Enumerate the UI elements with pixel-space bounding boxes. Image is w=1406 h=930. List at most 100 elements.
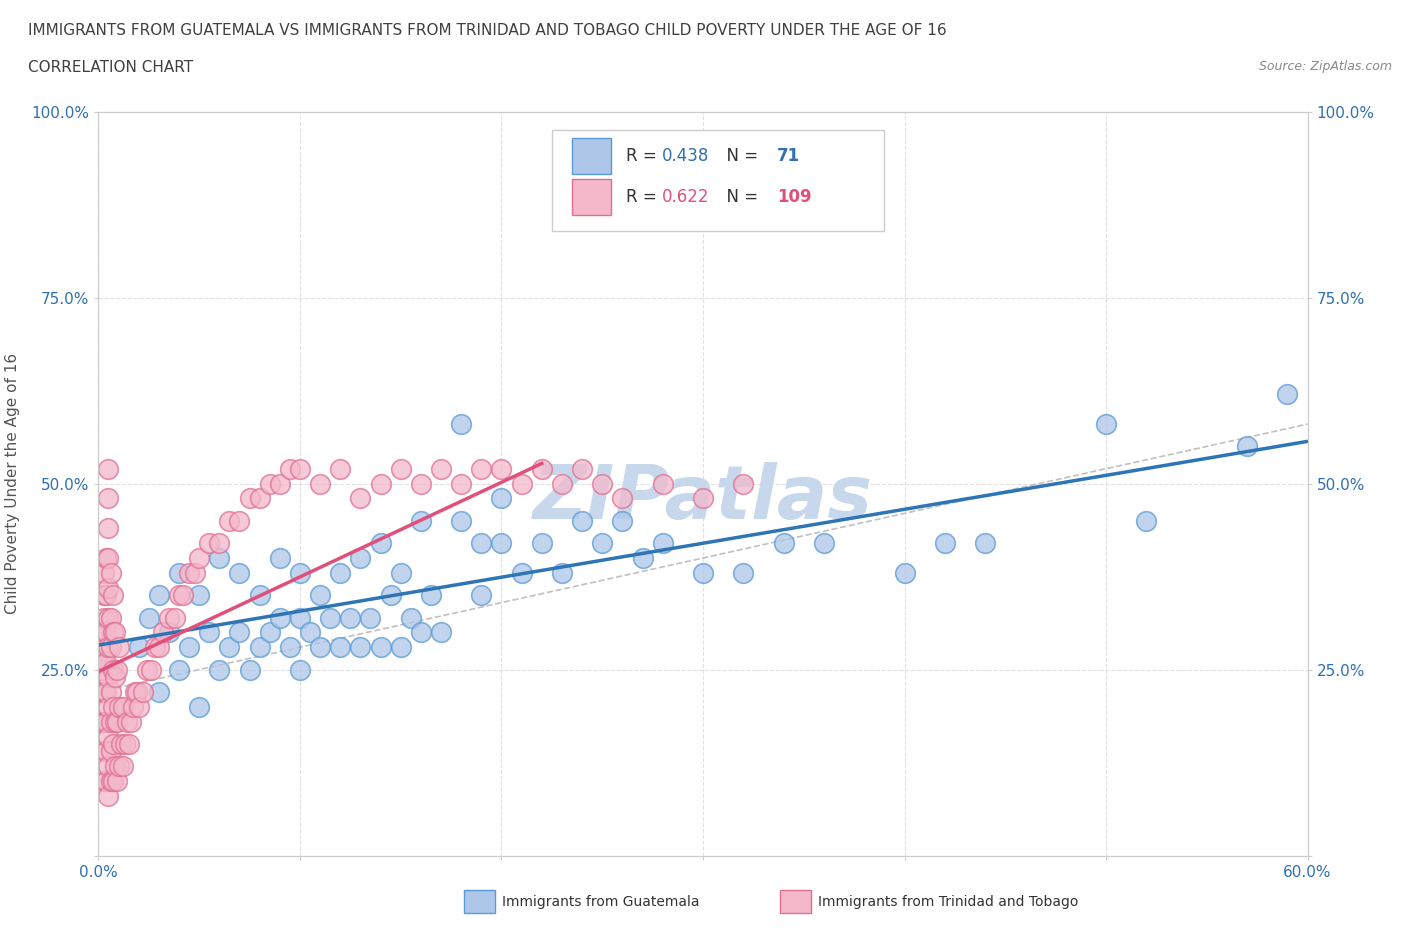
Point: [309, 588, 332, 603]
Point: [239, 491, 262, 506]
Point: [249, 491, 271, 506]
Point: [107, 699, 129, 714]
Point: [349, 491, 371, 506]
Point: [1277, 387, 1299, 402]
Point: [152, 625, 174, 640]
Point: [93, 684, 115, 699]
Point: [733, 476, 755, 491]
Point: [97, 729, 120, 744]
Point: [319, 610, 342, 625]
Point: [163, 610, 186, 625]
Point: [228, 625, 250, 640]
Point: [103, 714, 125, 729]
Point: [651, 476, 673, 491]
Point: [188, 699, 211, 714]
Point: [100, 714, 122, 729]
Point: [733, 565, 755, 580]
Point: [110, 737, 132, 751]
Point: [128, 699, 150, 714]
Point: [612, 513, 634, 528]
Point: [97, 551, 120, 565]
Point: [97, 461, 120, 476]
Point: [470, 588, 492, 603]
Point: [591, 536, 613, 551]
Point: [309, 640, 332, 655]
Point: [101, 625, 124, 640]
Point: [470, 536, 492, 551]
Point: [128, 640, 150, 655]
Point: [551, 476, 574, 491]
Point: [329, 640, 352, 655]
FancyBboxPatch shape: [551, 130, 884, 231]
Point: [612, 491, 634, 506]
Point: [329, 565, 352, 580]
Point: [138, 610, 160, 625]
Point: [120, 714, 142, 729]
Point: [228, 513, 250, 528]
Point: [96, 774, 118, 789]
Point: [105, 714, 128, 729]
Point: [651, 536, 673, 551]
Point: [91, 714, 114, 729]
Point: [259, 625, 281, 640]
Point: [107, 759, 129, 774]
Point: [389, 461, 412, 476]
Point: [148, 588, 170, 603]
Point: [893, 565, 915, 580]
Point: [269, 476, 291, 491]
Point: [100, 610, 122, 625]
Text: 0.438: 0.438: [662, 147, 709, 165]
Point: [93, 625, 115, 640]
Point: [100, 565, 122, 580]
Point: [530, 536, 553, 551]
Point: [111, 699, 134, 714]
Text: 0.622: 0.622: [662, 188, 710, 206]
Point: [93, 774, 115, 789]
Point: [139, 662, 162, 677]
Point: [121, 699, 143, 714]
Point: [124, 684, 146, 699]
Point: [370, 640, 392, 655]
Point: [934, 536, 956, 551]
Point: [772, 536, 794, 551]
Point: [249, 588, 271, 603]
Point: [288, 662, 311, 677]
Text: N =: N =: [716, 188, 763, 206]
Point: [571, 461, 593, 476]
Point: [101, 699, 124, 714]
Point: [100, 744, 122, 759]
Point: [103, 670, 125, 684]
Point: [278, 461, 301, 476]
Point: [288, 461, 311, 476]
Point: [399, 610, 422, 625]
Point: [288, 610, 311, 625]
Point: [450, 476, 472, 491]
Point: [299, 625, 322, 640]
Point: [125, 684, 148, 699]
Point: [198, 625, 221, 640]
Point: [100, 640, 122, 655]
Point: [118, 737, 141, 751]
Point: [97, 491, 120, 506]
Point: [100, 774, 122, 789]
Text: Immigrants from Trinidad and Tobago: Immigrants from Trinidad and Tobago: [818, 895, 1078, 910]
Y-axis label: Child Poverty Under the Age of 16: Child Poverty Under the Age of 16: [6, 353, 20, 614]
Point: [101, 774, 124, 789]
Point: [430, 625, 453, 640]
Point: [172, 588, 194, 603]
Point: [269, 610, 291, 625]
Point: [96, 655, 118, 670]
Point: [259, 476, 281, 491]
Point: [249, 640, 271, 655]
Point: [360, 610, 382, 625]
Text: CORRELATION CHART: CORRELATION CHART: [28, 60, 193, 75]
Point: [571, 513, 593, 528]
Point: [551, 565, 574, 580]
Point: [107, 640, 129, 655]
Point: [339, 610, 361, 625]
Point: [93, 655, 115, 670]
Point: [288, 565, 311, 580]
Point: [148, 684, 170, 699]
Point: [101, 662, 124, 677]
Point: [510, 565, 533, 580]
